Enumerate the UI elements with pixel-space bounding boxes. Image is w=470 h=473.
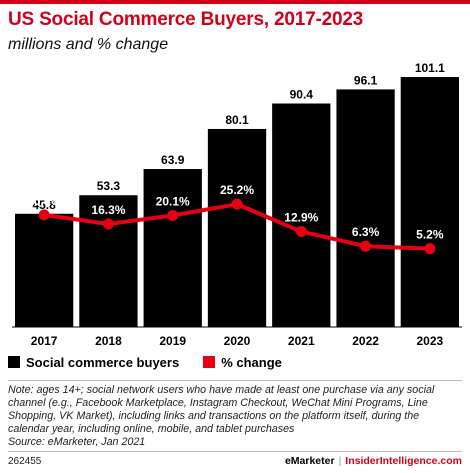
pct-change-label-2020: 25.2% bbox=[220, 183, 254, 197]
legend-swatch-change bbox=[203, 356, 216, 368]
x-tick-label-2020: 2020 bbox=[224, 334, 251, 348]
brand-emarketer: eMarketer bbox=[284, 455, 335, 467]
bar-value-label-2017: 45.8 bbox=[32, 198, 56, 212]
footer-divider bbox=[8, 451, 462, 452]
x-tick-label-2023: 2023 bbox=[417, 334, 444, 348]
bar-2020 bbox=[207, 128, 267, 327]
top-accent-bar bbox=[0, 0, 470, 4]
chart-note: Note: ages 14+; social network users who… bbox=[8, 384, 462, 449]
pct-change-point-2017 bbox=[38, 209, 50, 221]
bar-2021 bbox=[272, 103, 331, 327]
brand-insider-intelligence: InsiderIntelligence.com bbox=[345, 455, 462, 467]
bar-2017 bbox=[15, 213, 74, 327]
bar-value-label-2018: 53.3 bbox=[97, 179, 121, 193]
pct-change-point-2021 bbox=[295, 226, 307, 238]
brand-footer: eMarketer | InsiderIntelligence.com bbox=[285, 455, 462, 467]
chart-id: 262455 bbox=[8, 456, 42, 467]
x-tick-label-2021: 2021 bbox=[288, 334, 315, 348]
x-tick-label-2019: 2019 bbox=[159, 334, 186, 348]
bar-2018 bbox=[79, 195, 138, 327]
pct-change-label-2019: 20.1% bbox=[156, 195, 190, 209]
legend: Social commerce buyers % change bbox=[8, 353, 306, 371]
chart-subtitle: millions and % change bbox=[8, 36, 169, 53]
bar-2019 bbox=[143, 169, 202, 327]
bar-2022 bbox=[336, 89, 395, 327]
pct-change-label-2021: 12.9% bbox=[284, 211, 318, 225]
pct-change-point-2023 bbox=[424, 243, 436, 255]
brand-separator: | bbox=[338, 455, 342, 467]
source-text: Source: eMarketer, Jan 2021 bbox=[8, 436, 146, 448]
note-text: Note: ages 14+; social network users who… bbox=[8, 384, 435, 435]
legend-label-buyers: Social commerce buyers bbox=[26, 354, 180, 370]
bar-value-label-2020: 80.1 bbox=[225, 113, 249, 127]
pct-change-label-2018: 16.3% bbox=[91, 203, 125, 217]
pct-change-point-2020 bbox=[231, 198, 243, 210]
bar-value-label-2022: 96.1 bbox=[354, 73, 378, 87]
bar-value-label-2021: 90.4 bbox=[290, 88, 314, 102]
note-divider bbox=[8, 380, 462, 381]
legend-label-change: % change bbox=[221, 354, 282, 370]
pct-change-label-2023: 5.2% bbox=[416, 228, 444, 242]
pct-change-point-2019 bbox=[167, 210, 179, 222]
pct-change-label-2022: 6.3% bbox=[352, 225, 380, 239]
pct-change-point-2018 bbox=[102, 218, 114, 230]
legend-swatch-buyers bbox=[8, 356, 20, 368]
legend-item-change: % change bbox=[203, 355, 282, 370]
x-tick-label-2022: 2022 bbox=[352, 334, 379, 348]
bar-value-label-2019: 63.9 bbox=[161, 153, 185, 167]
x-tick-label-2018: 2018 bbox=[95, 334, 122, 348]
bar-value-label-2023: 101.1 bbox=[415, 61, 445, 75]
bar-2023 bbox=[400, 77, 459, 327]
chart-title: US Social Commerce Buyers, 2017-2023 bbox=[8, 9, 364, 30]
pct-change-point-2022 bbox=[360, 240, 372, 252]
chart-area: 45.8 53.3 63.9 80.1 90.4 96.1 101.1 2017 2018 201… bbox=[12, 61, 462, 348]
legend-item-buyers: Social commerce buyers bbox=[8, 355, 179, 370]
x-tick-label-2017: 2017 bbox=[31, 334, 58, 348]
pct-change-label-2017: 20.4% bbox=[27, 194, 61, 208]
